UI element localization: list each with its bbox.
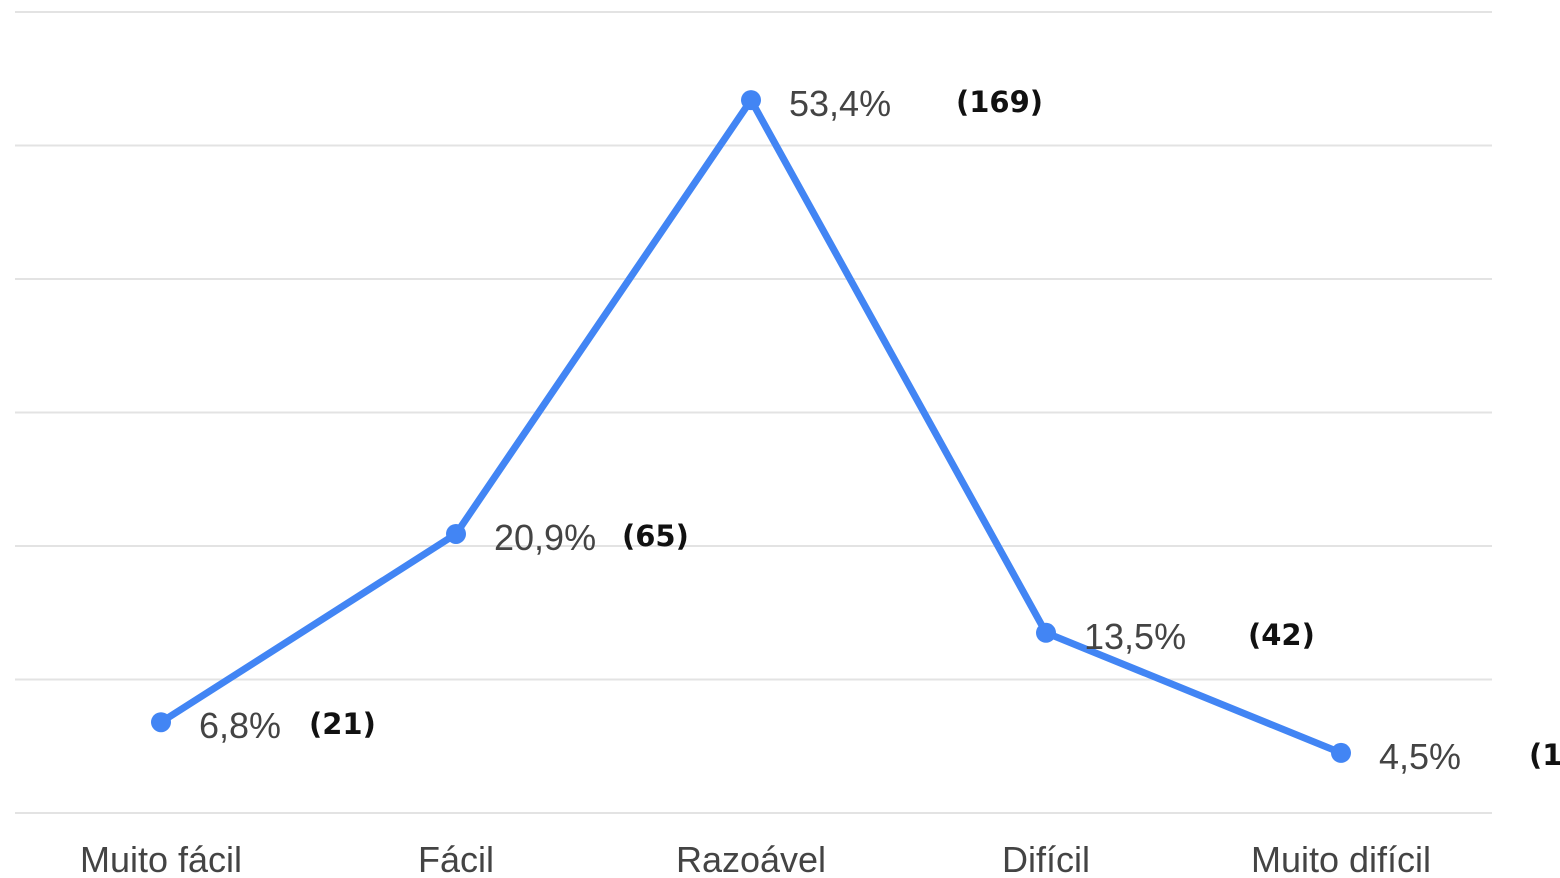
- data-point: [151, 712, 171, 733]
- data-point: [446, 523, 466, 544]
- data-point: [1036, 622, 1056, 643]
- value-label: 6,8%: [199, 705, 281, 746]
- data-point: [1331, 742, 1351, 763]
- x-tick-label: Razoável: [676, 839, 826, 878]
- count-label: (42): [1248, 618, 1315, 652]
- x-tick-label: Fácil: [418, 839, 494, 878]
- series-layer: [151, 90, 1351, 763]
- value-label: 13,5%: [1084, 616, 1186, 657]
- x-axis-ticks: Muito fácil Fácil Razoável Difícil Muito dif…: [80, 839, 1431, 878]
- value-label: 20,9%: [494, 517, 596, 558]
- x-tick-label: Muito difícil: [1251, 839, 1431, 878]
- count-label: (14): [1529, 738, 1560, 772]
- count-label: (65): [622, 519, 689, 553]
- gridlines: [15, 11, 1492, 814]
- value-label: 4,5%: [1379, 736, 1461, 777]
- x-tick-label: Muito fácil: [80, 839, 242, 878]
- x-tick-label: Difícil: [1002, 839, 1090, 878]
- value-label: 53,4%: [789, 83, 891, 124]
- count-label: (21): [309, 707, 376, 741]
- data-point: [741, 90, 761, 111]
- count-label: (169): [956, 85, 1043, 119]
- data-labels: 6,8% (21) 20,9% (65) 53,4% (169) 13,5% (42) 4,5%…: [199, 83, 1560, 777]
